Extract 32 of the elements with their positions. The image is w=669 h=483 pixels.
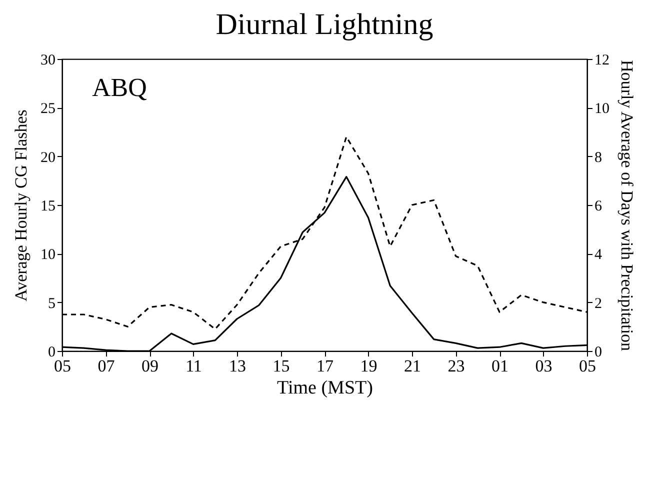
chart-title: Diurnal Lightning [216, 8, 434, 41]
x-tick-label: 07 [98, 356, 116, 376]
x-tick-label: 05 [579, 356, 596, 376]
x-tick-label: 09 [142, 356, 158, 376]
y2-tick-label: 0 [594, 344, 602, 360]
x-axis-title: Time (MST) [277, 378, 373, 398]
x-tick-label: 05 [54, 356, 71, 376]
y-tick-label: 30 [40, 52, 56, 68]
y-tick-label: 25 [40, 101, 56, 118]
x-tick-label: 01 [492, 356, 508, 376]
y2-tick-label: 8 [594, 150, 602, 166]
x-tick-label: 23 [448, 356, 465, 376]
x-tick-label: 19 [360, 356, 378, 376]
x-tick-label: 13 [229, 356, 246, 376]
y-tick-label: 5 [48, 296, 56, 312]
y-tick-label: 20 [40, 150, 56, 166]
y2-tick-label: 2 [594, 296, 602, 312]
annotation: ABQ [92, 73, 148, 102]
x-tick-label: 17 [316, 356, 334, 376]
y2-tick-label: 12 [594, 52, 610, 68]
y-tick-label: 15 [40, 198, 56, 214]
y-tick-label: 10 [40, 247, 56, 264]
y2-axis-title: Hourly Average of Days with Precipitation [618, 60, 636, 352]
y-tick-label: 0 [48, 344, 56, 360]
y2-tick-label: 10 [594, 101, 610, 118]
x-tick-label: 15 [272, 356, 290, 376]
x-tick-label: 03 [535, 356, 552, 376]
x-tick-label: 11 [186, 356, 202, 376]
y2-tick-label: 4 [594, 247, 602, 264]
y2-tick-label: 6 [594, 198, 602, 214]
y-axis-title: Average Hourly CG Flashes [12, 110, 30, 302]
x-tick-label: 21 [404, 356, 421, 376]
